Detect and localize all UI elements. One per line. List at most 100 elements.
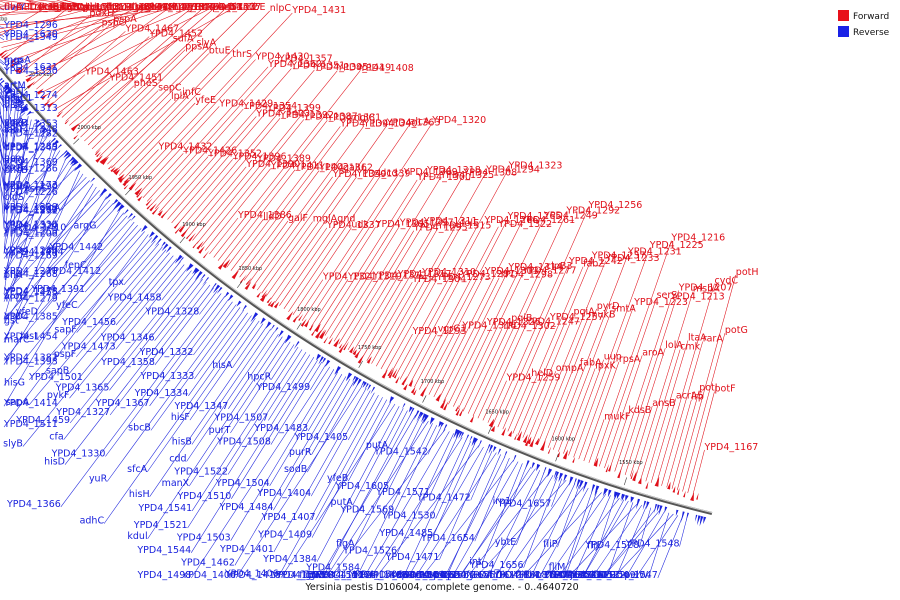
forward-label-line xyxy=(0,0,28,11)
forward-gene-label: YPD4_1386 xyxy=(237,210,292,221)
forward-feature-glyph xyxy=(354,350,360,359)
forward-label-line xyxy=(404,276,462,383)
reverse-feature-glyph xyxy=(703,516,707,524)
reverse-label-line xyxy=(347,392,375,441)
forward-gene-label: YPD4_1354 xyxy=(242,101,297,112)
forward-feature-glyph xyxy=(645,481,649,489)
reverse-gene-label: btuC1 xyxy=(4,93,32,104)
forward-gene-label: YPD4_1312 xyxy=(372,270,427,281)
forward-gene-label: pheS xyxy=(134,78,158,89)
forward-label-line xyxy=(279,221,338,306)
forward-gene-label: YPD4_1308 xyxy=(462,167,517,178)
forward-label-line xyxy=(36,21,114,90)
reverse-label-line xyxy=(24,153,64,192)
forward-gene-label: lolA xyxy=(665,340,683,351)
reverse-gene-label: YPD4_1253 xyxy=(3,226,58,237)
reverse-label-line xyxy=(564,490,598,579)
reverse-gene-label: YPD4_1328 xyxy=(144,307,199,318)
kbp-tick-label: 1700 kbp xyxy=(421,379,445,385)
forward-feature-glyph xyxy=(123,184,129,190)
forward-label-line xyxy=(593,240,672,465)
forward-gene-label: YPD4_1363 xyxy=(386,118,441,129)
forward-gene-label: YPD4_1298 xyxy=(498,270,553,281)
forward-feature-glyph xyxy=(508,430,513,437)
reverse-gene-label: YPD4_1628 xyxy=(537,570,592,581)
forward-label-line xyxy=(56,0,85,11)
forward-label-line xyxy=(371,274,423,364)
reverse-feature-glyph xyxy=(576,479,581,490)
reverse-gene-label: fliI xyxy=(546,570,557,581)
reverse-label-line xyxy=(28,237,153,381)
reverse-label-line xyxy=(269,371,339,487)
forward-label-line xyxy=(558,311,612,452)
kbp-tick xyxy=(236,281,243,289)
reverse-label-line xyxy=(370,437,463,579)
reverse-feature-glyph xyxy=(630,496,635,503)
forward-gene-label: YPD4_1477 xyxy=(206,2,261,13)
forward-label-line xyxy=(261,221,313,294)
forward-gene-label: gnd xyxy=(337,214,355,225)
forward-label-line xyxy=(552,254,629,450)
kbp-tick-label: 1750 kbp xyxy=(358,345,382,351)
forward-label-line xyxy=(235,120,351,275)
reverse-gene-label: ybtE xyxy=(495,537,516,548)
reverse-gene-label: fliH xyxy=(566,570,582,581)
forward-feature-glyph xyxy=(403,383,408,391)
forward-gene-label: YPD4_1256 xyxy=(588,200,643,211)
reverse-label-line xyxy=(273,378,351,511)
forward-label-line xyxy=(671,390,700,489)
forward-gene-label: YPD4_1340 xyxy=(363,118,418,129)
forward-label-line xyxy=(692,449,705,495)
forward-label-line xyxy=(462,328,503,412)
forward-gene-label: kdsB xyxy=(628,405,651,416)
reverse-feature-glyph xyxy=(664,506,668,513)
forward-label-line xyxy=(204,168,271,251)
forward-label-line xyxy=(111,94,183,169)
reverse-label-line xyxy=(115,264,185,350)
forward-gene-label: YPD4_1320 xyxy=(431,115,486,126)
forward-feature-glyph xyxy=(188,232,196,242)
reverse-gene-label: cfa xyxy=(49,432,63,443)
forward-label-line xyxy=(666,399,692,488)
kbp-tick-label: 2100 kbp xyxy=(0,17,7,23)
forward-gene-label: YPD4_1390 xyxy=(245,159,300,170)
reverse-feature-glyph xyxy=(56,144,62,150)
reverse-feature-glyph xyxy=(542,467,547,477)
reverse-gene-label: sfcA xyxy=(127,464,148,475)
reverse-gene-label: YPD4_1458 xyxy=(107,292,162,303)
reverse-label-line xyxy=(63,273,196,440)
reverse-feature-glyph xyxy=(364,383,369,390)
reverse-gene-label: YPD4_1506 xyxy=(348,570,403,581)
forward-gene-label: mukB xyxy=(588,309,615,320)
forward-feature-glyph xyxy=(70,123,80,132)
reverse-label-line xyxy=(3,136,48,196)
forward-feature-glyph xyxy=(547,446,552,454)
reverse-gene-label: YPD4_1324 xyxy=(3,221,58,232)
forward-gene-label: YPD4_1167 xyxy=(704,442,759,453)
kbp-ticks: 1550 kbp 1600 kbp 1650 kbp 1700 kbp 1750 kbp… xyxy=(0,17,643,486)
reverse-gene-label: hcr xyxy=(4,95,19,106)
forward-label-line xyxy=(29,9,144,82)
forward-gene-label: YPD4_1491 xyxy=(119,2,174,13)
reverse-gene-label: sbcB xyxy=(128,422,151,433)
forward-gene-label: YPD4_1452 xyxy=(148,29,203,40)
forward-feature-glyph xyxy=(117,173,125,181)
reverse-gene-label: YPD4_1508 xyxy=(216,437,271,448)
reverse-gene-label: hisI xyxy=(20,331,36,342)
forward-gene-label: YPD4_1351 xyxy=(290,61,345,72)
forward-feature-glyph xyxy=(96,151,102,158)
forward-gene-label: ltaA xyxy=(688,332,707,343)
reverse-gene-label: YPD4_1547 xyxy=(603,570,658,581)
reverse-gene-label: YPD4_1605 xyxy=(334,481,389,492)
reverse-label-line xyxy=(466,473,549,579)
forward-feature-glyph xyxy=(605,463,609,473)
forward-gene-label: YPD4_1315 xyxy=(437,221,492,232)
reverse-feature-glyph xyxy=(616,492,621,500)
reverse-label-line xyxy=(194,309,245,380)
reverse-gene-label: YPD4_1268 xyxy=(3,269,58,280)
reverse-label-line xyxy=(310,390,371,497)
reverse-label-line xyxy=(12,167,77,231)
reverse-feature-glyph xyxy=(547,468,553,478)
forward-label-line xyxy=(288,175,381,313)
forward-label-line xyxy=(502,319,551,430)
